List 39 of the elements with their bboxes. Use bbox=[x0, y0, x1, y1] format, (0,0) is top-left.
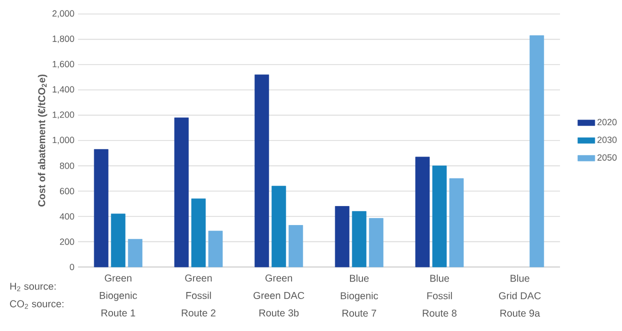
x-tick-label: Blue Fossil Route 8 bbox=[422, 274, 456, 317]
y-tick-label: 1,800 bbox=[52, 36, 74, 43]
legend-label: 2030 bbox=[598, 136, 617, 143]
y-tick-label: 2,000 bbox=[52, 10, 74, 18]
bar bbox=[415, 156, 430, 268]
bar bbox=[254, 74, 270, 268]
bar bbox=[449, 178, 464, 268]
bar bbox=[128, 238, 142, 268]
x-tick-label: Green Green DAC Route 3b bbox=[254, 274, 304, 316]
y-tick-label: 1,000 bbox=[52, 136, 74, 144]
bar bbox=[110, 214, 126, 268]
x-tick-label: Blue Biogenic Route 7 bbox=[340, 274, 378, 317]
bar bbox=[208, 230, 223, 268]
text: H$_{2}$ source: bbox=[10, 282, 56, 292]
bar bbox=[432, 166, 447, 268]
y-tick-label: 200 bbox=[60, 238, 74, 245]
y-tick-label: 0 bbox=[70, 264, 74, 270]
bar bbox=[174, 118, 189, 268]
bar bbox=[288, 225, 304, 268]
text: CO$_{2}$ source: bbox=[10, 300, 64, 309]
bar bbox=[530, 35, 544, 268]
x-tick-label: Green Biogenic Route 1 bbox=[100, 274, 137, 316]
y-tick-label: 1,600 bbox=[52, 60, 74, 68]
y-tick-label: 1,200 bbox=[52, 111, 74, 119]
legend-label: 2020 bbox=[598, 118, 617, 126]
bar bbox=[334, 206, 350, 268]
bar bbox=[368, 218, 384, 268]
y-tick-label: 800 bbox=[60, 162, 74, 169]
bar bbox=[94, 149, 108, 268]
x-tick-label: Green Fossil Route 2 bbox=[182, 274, 216, 316]
bar bbox=[352, 211, 366, 268]
x-tick-label: Blue Grid DAC Route 9a bbox=[499, 274, 541, 317]
legend-label: 2050 bbox=[598, 154, 617, 161]
y-tick-label: 400 bbox=[60, 213, 74, 220]
bar bbox=[191, 198, 206, 268]
y-tick-label: 1,400 bbox=[52, 86, 74, 94]
y-tick-label: 600 bbox=[60, 188, 74, 194]
y-axis-title: Cost of abatement (€/tCO$_{2}$e) bbox=[38, 74, 48, 206]
bar bbox=[272, 186, 286, 268]
